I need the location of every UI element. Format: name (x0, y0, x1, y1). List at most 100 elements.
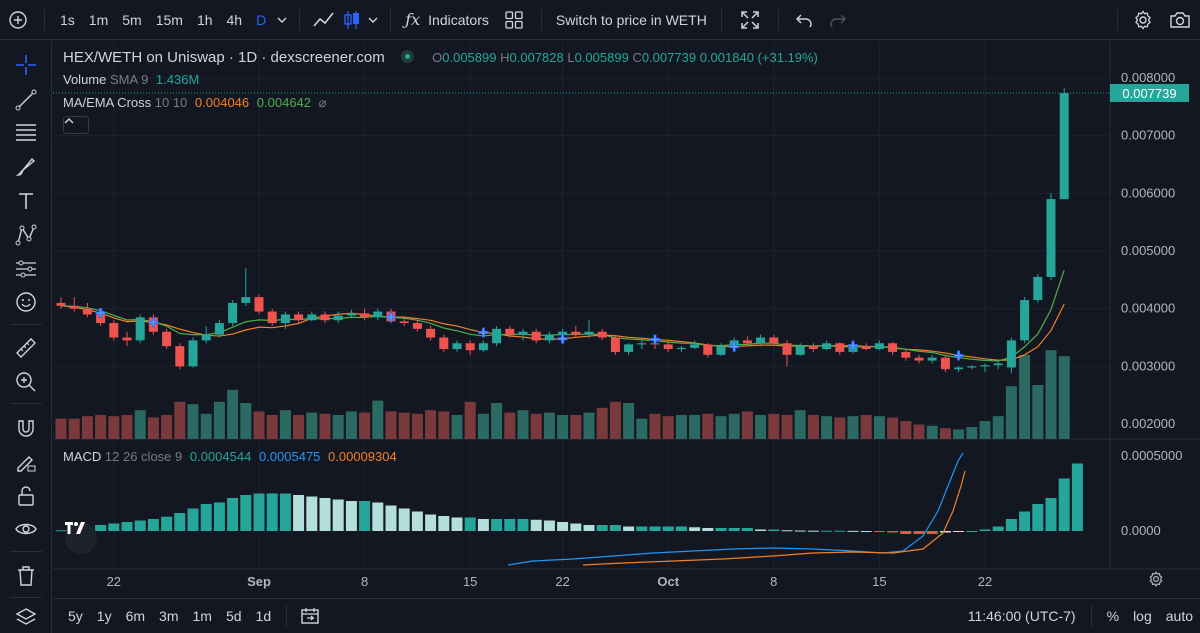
candle-body (399, 321, 409, 324)
range-5d[interactable]: 5d (225, 608, 242, 624)
timeframe-D[interactable]: D (256, 11, 267, 28)
macd-histogram-bar (570, 523, 582, 531)
switch-price-button[interactable]: Switch to price in WETH (555, 11, 707, 28)
volume-bar (477, 413, 489, 439)
drawing-toolbar (0, 41, 52, 633)
volume-bar (557, 415, 569, 439)
line-chart-type-button[interactable] (308, 0, 340, 40)
screenshot-button[interactable] (1160, 0, 1200, 40)
volume-legend[interactable]: Volume SMA 9 1.436M (63, 72, 199, 87)
go-to-date-button[interactable] (295, 599, 325, 633)
volume-bar (491, 403, 503, 439)
candle-body (1020, 300, 1030, 341)
volume-bar (860, 415, 872, 439)
macd-histogram-bar (623, 526, 635, 531)
collapse-legend-button[interactable] (63, 116, 89, 134)
volume-bar (755, 415, 767, 439)
fullscreen-button[interactable] (730, 0, 770, 40)
percent-toggle[interactable]: % (1106, 608, 1120, 624)
fib-tool[interactable] (12, 118, 40, 146)
hide-drawings-tool[interactable] (12, 515, 40, 543)
volume-bar (240, 403, 252, 439)
macd-params: 12 26 close 9 (104, 449, 183, 464)
range-1y[interactable]: 1y (96, 608, 112, 624)
timeframe-5m[interactable]: 5m (122, 11, 142, 28)
volume-bar (319, 413, 331, 439)
brush-tool[interactable] (12, 153, 40, 181)
redo-icon (830, 14, 846, 27)
chart-area[interactable]: 0.008000 0.007000 0.006000 0.005000 0.004000… (53, 41, 1200, 597)
candles-chart-type-button[interactable] (340, 0, 364, 40)
sliders-icon (16, 260, 36, 278)
auto-toggle[interactable]: auto (1165, 608, 1193, 624)
volume-bar (979, 421, 991, 439)
candle-body (56, 302, 66, 306)
delete-drawings-tool[interactable] (12, 562, 40, 590)
timeframe-1s[interactable]: 1s (60, 11, 75, 28)
macd-histogram-bar (385, 505, 397, 531)
measure-tool[interactable] (12, 334, 40, 362)
macd-histogram-bar (953, 531, 965, 532)
candle-body (373, 311, 383, 318)
timeframe-15m[interactable]: 15m (155, 11, 183, 28)
chart-type-dropdown-button[interactable] (364, 0, 382, 40)
clock-timezone[interactable]: 11:46:00 (UTC-7) (967, 608, 1076, 624)
lock-drawings-tool[interactable] (12, 482, 40, 510)
volume-bar (781, 415, 793, 439)
pencil-lock-icon (17, 456, 36, 472)
price-axis-label: 0.002000 (1121, 416, 1175, 431)
toolbar-divider (286, 605, 288, 627)
timeframe-1m[interactable]: 1m (88, 11, 109, 28)
volume-bar (768, 413, 780, 439)
price-chart-svg[interactable]: 0.008000 0.007000 0.006000 0.005000 0.004000… (53, 41, 1200, 597)
candle-body (478, 343, 488, 351)
undo-button[interactable] (787, 0, 821, 40)
macd-legend[interactable]: MACD 12 26 close 9 0.0004544 0.0005475 0… (63, 449, 397, 464)
volume-params: SMA 9 (110, 72, 149, 87)
magnet-tool[interactable] (12, 414, 40, 442)
time-axis-label: 8 (770, 574, 777, 589)
macd-histogram-bar (596, 525, 608, 531)
macd-histogram-bar (398, 508, 410, 531)
add-symbol-button[interactable] (0, 0, 36, 40)
crosshair-tool[interactable] (12, 51, 40, 79)
ma-legend[interactable]: MA/EMA Cross 10 10 0.004046 0.004642 ⌀ (63, 95, 326, 111)
toolbar-divider (299, 8, 301, 31)
settings-button[interactable] (1126, 0, 1160, 40)
emoji-tool[interactable] (12, 288, 40, 316)
timeframe-4h[interactable]: 4h (226, 11, 243, 28)
candle-body (756, 337, 766, 344)
low-label: L (567, 50, 575, 65)
range-3m[interactable]: 3m (159, 608, 179, 624)
candle-body (175, 346, 185, 367)
range-5y[interactable]: 5y (68, 608, 83, 624)
prediction-tool[interactable] (12, 255, 40, 283)
range-1d[interactable]: 1d (255, 608, 272, 624)
range-1m[interactable]: 1m (192, 608, 212, 624)
log-toggle[interactable]: log (1133, 608, 1152, 624)
tradingview-logo[interactable] (65, 522, 97, 554)
drawing-mode-tool[interactable] (12, 448, 40, 476)
time-axis-settings-button[interactable] (1148, 571, 1168, 591)
object-tree-tool[interactable] (12, 604, 40, 632)
trendline-tool[interactable] (12, 86, 40, 114)
text-tool[interactable] (12, 187, 40, 215)
volume-bar (939, 428, 951, 439)
macd-histogram-bar (161, 516, 173, 531)
range-6m[interactable]: 6m (125, 608, 146, 624)
timeframe-dropdown-button[interactable] (273, 0, 291, 40)
cross-marker-inner (149, 318, 158, 327)
candle-body (412, 323, 422, 329)
candle-body (742, 340, 752, 344)
pattern-tool[interactable] (12, 221, 40, 249)
candle-body (531, 331, 541, 341)
zoom-tool[interactable] (12, 368, 40, 396)
candle-body (201, 334, 211, 341)
volume-bar (213, 401, 225, 439)
timeframe-1h[interactable]: 1h (196, 11, 213, 28)
macd-histogram-bar (979, 529, 991, 531)
redo-button[interactable] (821, 0, 855, 40)
macd-histogram-bar (332, 499, 344, 531)
layout-templates-button[interactable] (495, 0, 533, 40)
indicators-button[interactable]: ƒx Indicators (399, 0, 495, 40)
